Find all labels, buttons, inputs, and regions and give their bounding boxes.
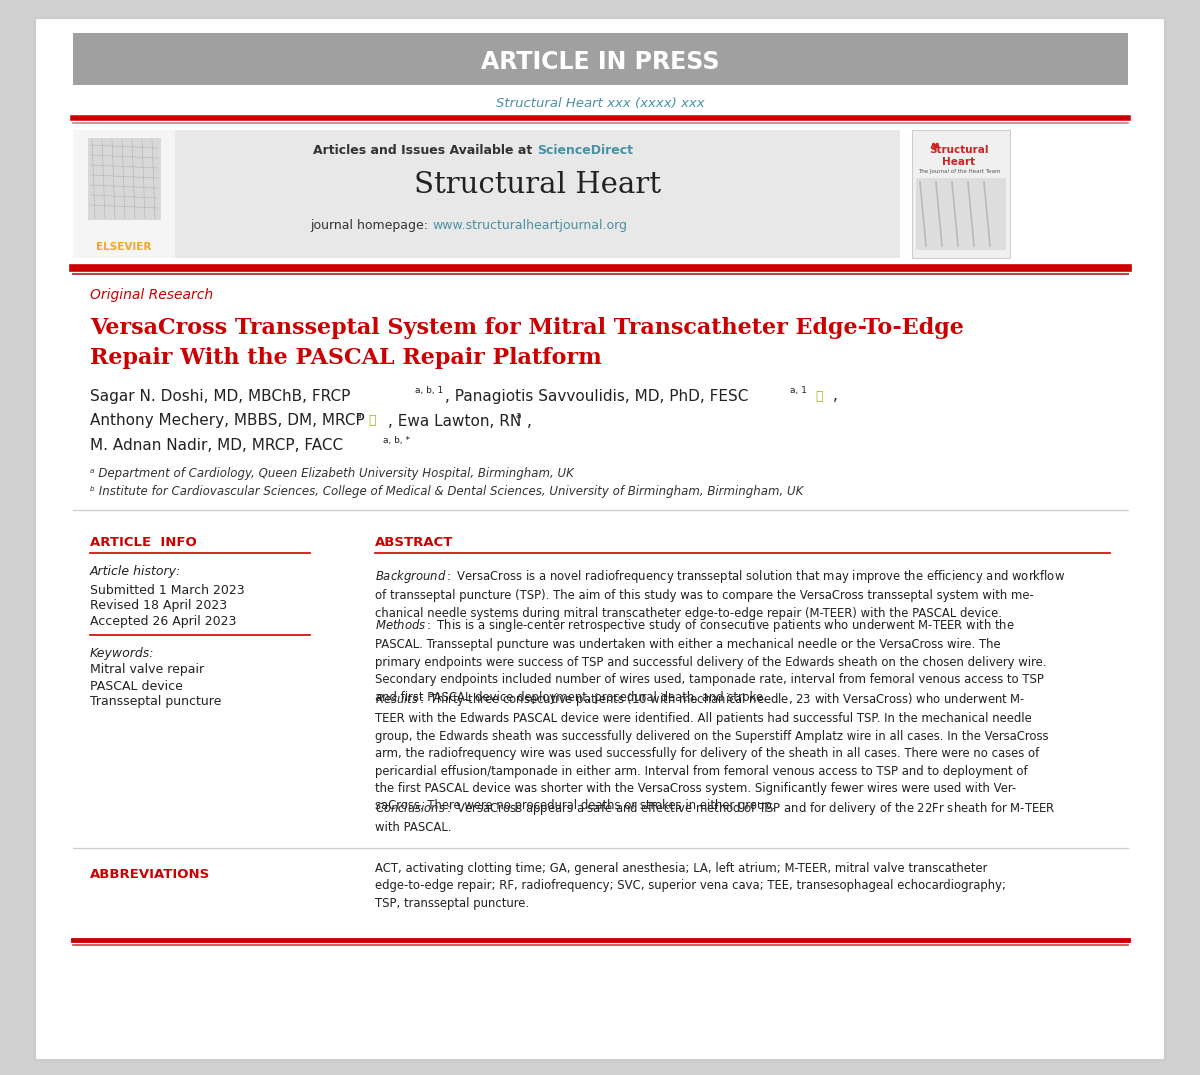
Text: Anthony Mechery, MBBS, DM, MRCP: Anthony Mechery, MBBS, DM, MRCP: [90, 414, 365, 429]
Text: Keywords:: Keywords:: [90, 646, 155, 659]
Text: www.structuralheartjournal.org: www.structuralheartjournal.org: [432, 218, 628, 231]
Text: ARTICLE  INFO: ARTICLE INFO: [90, 535, 197, 548]
Text: Repair With the PASCAL Repair Platform: Repair With the PASCAL Repair Platform: [90, 347, 601, 369]
Text: a, b, 1: a, b, 1: [415, 386, 443, 395]
Text: ♥: ♥: [930, 142, 938, 152]
Text: Sagar N. Doshi, MD, MBChB, FRCP: Sagar N. Doshi, MD, MBChB, FRCP: [90, 388, 350, 403]
Text: Original Research: Original Research: [90, 288, 214, 302]
Text: Structural Heart xxx (xxxx) xxx: Structural Heart xxx (xxxx) xxx: [496, 97, 704, 110]
Text: a, 1: a, 1: [790, 386, 806, 395]
Text: PASCAL device: PASCAL device: [90, 679, 182, 692]
Text: Revised 18 April 2023: Revised 18 April 2023: [90, 600, 227, 613]
FancyBboxPatch shape: [916, 178, 1006, 250]
Text: $\mathit{Background:}$ VersaCross is a novel radiofrequency transseptal solution: $\mathit{Background:}$ VersaCross is a n…: [374, 568, 1066, 620]
Text: ⓘ: ⓘ: [815, 389, 822, 402]
Text: M. Adnan Nadir, MD, MRCP, FACC: M. Adnan Nadir, MD, MRCP, FACC: [90, 439, 343, 454]
Text: Structural Heart: Structural Heart: [414, 171, 660, 199]
Text: $\mathit{Methods:}$ This is a single-center retrospective study of consecutive p: $\mathit{Methods:}$ This is a single-cen…: [374, 617, 1046, 704]
Text: ELSEVIER: ELSEVIER: [96, 242, 151, 252]
FancyBboxPatch shape: [73, 33, 1128, 85]
Text: The Journal of the Heart Team: The Journal of the Heart Team: [918, 170, 1001, 174]
Text: Transseptal puncture: Transseptal puncture: [90, 696, 221, 708]
Text: ABSTRACT: ABSTRACT: [374, 535, 454, 548]
Text: a: a: [355, 411, 360, 419]
Text: VersaCross Transseptal System for Mitral Transcatheter Edge-To-Edge: VersaCross Transseptal System for Mitral…: [90, 317, 964, 339]
Text: Mitral valve repair: Mitral valve repair: [90, 663, 204, 676]
FancyBboxPatch shape: [35, 18, 1165, 1060]
Text: $\mathit{Conclusions:}$ VersaCross appears a safe and effective method of TSP an: $\mathit{Conclusions:}$ VersaCross appea…: [374, 800, 1056, 834]
Text: Submitted 1 March 2023: Submitted 1 March 2023: [90, 584, 245, 597]
Text: ,: ,: [527, 414, 532, 429]
Text: ARTICLE IN PRESS: ARTICLE IN PRESS: [481, 51, 719, 74]
Text: Article history:: Article history:: [90, 565, 181, 578]
Text: , Ewa Lawton, RN: , Ewa Lawton, RN: [388, 414, 521, 429]
FancyBboxPatch shape: [912, 130, 1010, 258]
FancyBboxPatch shape: [88, 138, 161, 220]
Text: ACT, activating clotting time; GA, general anesthesia; LA, left atrium; M-TEER, : ACT, activating clotting time; GA, gener…: [374, 862, 1006, 909]
Text: $\mathit{Results:}$ Thirty-three consecutive patients (10 with mechanical needle: $\mathit{Results:}$ Thirty-three consecu…: [374, 691, 1049, 813]
FancyBboxPatch shape: [175, 130, 900, 258]
FancyBboxPatch shape: [73, 130, 175, 258]
Text: Articles and Issues Available at: Articles and Issues Available at: [313, 143, 538, 157]
Text: Structural: Structural: [929, 145, 989, 155]
Text: ᵇ Institute for Cardiovascular Sciences, College of Medical & Dental Sciences, U: ᵇ Institute for Cardiovascular Sciences,…: [90, 486, 803, 499]
Text: ⓘ: ⓘ: [368, 415, 376, 428]
Text: ScienceDirect: ScienceDirect: [538, 143, 634, 157]
Text: a: a: [515, 411, 521, 419]
Text: a, b, *: a, b, *: [383, 435, 410, 444]
Text: Accepted 26 April 2023: Accepted 26 April 2023: [90, 616, 236, 629]
Text: ᵃ Department of Cardiology, Queen Elizabeth University Hospital, Birmingham, UK: ᵃ Department of Cardiology, Queen Elizab…: [90, 467, 574, 479]
Text: Heart: Heart: [942, 157, 976, 167]
Text: ,: ,: [833, 388, 838, 403]
Text: journal homepage:: journal homepage:: [310, 218, 432, 231]
Text: ABBREVIATIONS: ABBREVIATIONS: [90, 869, 210, 881]
Text: , Panagiotis Savvoulidis, MD, PhD, FESC: , Panagiotis Savvoulidis, MD, PhD, FESC: [445, 388, 749, 403]
